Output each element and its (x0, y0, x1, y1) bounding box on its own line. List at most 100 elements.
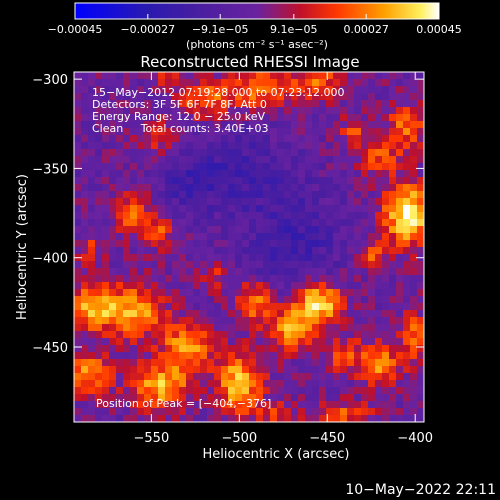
heatmap-cell (410, 345, 418, 353)
heatmap-cell (368, 289, 376, 297)
heatmap-cell (221, 408, 229, 416)
heatmap-cell (389, 219, 397, 227)
heatmap-cell (382, 107, 390, 115)
heatmap-cell (151, 191, 159, 199)
heatmap-cell (221, 394, 229, 402)
heatmap-cell (137, 170, 145, 178)
heatmap-cell (158, 352, 166, 360)
heatmap-cell (361, 107, 369, 115)
heatmap-cell (200, 156, 208, 164)
heatmap-cell (305, 240, 313, 248)
heatmap-cell (382, 366, 390, 374)
heatmap-cell (144, 205, 152, 213)
heatmap-cell (207, 177, 215, 185)
y-tick-label: −400 (32, 252, 68, 267)
heatmap-cell (354, 380, 362, 388)
heatmap-cell (158, 107, 166, 115)
heatmap-cell (151, 219, 159, 227)
heatmap-cell (319, 142, 327, 150)
heatmap-cell (179, 177, 187, 185)
heatmap-cell (291, 114, 299, 122)
heatmap-cell (81, 135, 89, 143)
heatmap-cell (284, 408, 292, 416)
heatmap-cell (298, 254, 306, 262)
heatmap-cell (417, 86, 425, 94)
heatmap-cell (186, 233, 194, 241)
heatmap-cell (298, 142, 306, 150)
heatmap-cell (102, 142, 110, 150)
heatmap-cell (277, 282, 285, 290)
heatmap-cell (326, 212, 334, 220)
heatmap-cell (235, 170, 243, 178)
heatmap-cell (214, 135, 222, 143)
heatmap-cell (284, 303, 292, 311)
heatmap-cell (396, 156, 404, 164)
heatmap-cell (95, 114, 103, 122)
heatmap-cell (396, 191, 404, 199)
heatmap-cell (368, 401, 376, 409)
heatmap-cell (403, 107, 411, 115)
heatmap-cell (340, 338, 348, 346)
heatmap-cell (172, 394, 180, 402)
heatmap-cell (333, 142, 341, 150)
heatmap-cell (417, 128, 425, 136)
heatmap-cell (375, 163, 383, 171)
heatmap-cell (144, 114, 152, 122)
heatmap-cell (256, 198, 264, 206)
heatmap-cell (326, 408, 334, 416)
heatmap-cell (186, 359, 194, 367)
heatmap-cell (88, 303, 96, 311)
heatmap-cell (179, 170, 187, 178)
heatmap-cell (319, 135, 327, 143)
heatmap-cell (123, 135, 131, 143)
heatmap-cell (312, 282, 320, 290)
heatmap-cell (347, 128, 355, 136)
heatmap-cell (242, 401, 250, 409)
heatmap-cell (165, 240, 173, 248)
heatmap-cell (368, 247, 376, 255)
heatmap-cell (333, 261, 341, 269)
heatmap-cell (291, 296, 299, 304)
heatmap-cell (151, 282, 159, 290)
heatmap-cell (88, 352, 96, 360)
heatmap-cell (109, 149, 117, 157)
heatmap-cell (221, 212, 229, 220)
heatmap-cell (81, 219, 89, 227)
heatmap-cell (270, 394, 278, 402)
heatmap-cell (333, 352, 341, 360)
heatmap-cell (200, 86, 208, 94)
heatmap-cell (158, 184, 166, 192)
heatmap-cell (249, 163, 257, 171)
heatmap-cell (200, 149, 208, 157)
heatmap-cell (298, 380, 306, 388)
heatmap-cell (172, 352, 180, 360)
heatmap-cell (410, 373, 418, 381)
heatmap-cell (249, 149, 257, 157)
heatmap-cell (214, 324, 222, 332)
heatmap-cell (179, 79, 187, 87)
heatmap-cell (158, 303, 166, 311)
heatmap-cell (137, 247, 145, 255)
heatmap-cell (396, 338, 404, 346)
heatmap-cell (109, 338, 117, 346)
heatmap-cell (200, 394, 208, 402)
heatmap-cell (277, 366, 285, 374)
heatmap-cell (389, 373, 397, 381)
heatmap-cell (249, 366, 257, 374)
heatmap-cell (158, 156, 166, 164)
heatmap-cell (116, 247, 124, 255)
heatmap-cell (270, 191, 278, 199)
heatmap-cell (186, 401, 194, 409)
heatmap-cell (109, 408, 117, 416)
heatmap-cell (277, 352, 285, 360)
heatmap-cell (214, 205, 222, 213)
heatmap-cell (214, 366, 222, 374)
heatmap-cell (354, 261, 362, 269)
heatmap-cell (291, 233, 299, 241)
heatmap-cell (130, 212, 138, 220)
heatmap-cell (263, 331, 271, 339)
heatmap-cell (396, 408, 404, 416)
heatmap-cell (109, 345, 117, 353)
heatmap-cell (368, 149, 376, 157)
heatmap-cell (116, 338, 124, 346)
